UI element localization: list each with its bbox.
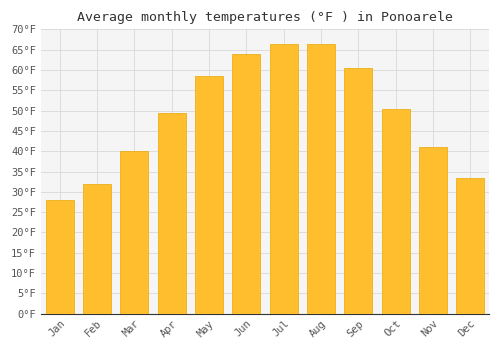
Bar: [120, 151, 148, 314]
Title: Average monthly temperatures (°F ) in Ponoarele: Average monthly temperatures (°F ) in Po…: [77, 11, 453, 24]
Bar: [419, 147, 447, 314]
Bar: [46, 200, 74, 314]
Bar: [195, 76, 223, 314]
Bar: [83, 184, 111, 314]
Bar: [270, 44, 297, 314]
Bar: [382, 108, 409, 314]
Bar: [232, 54, 260, 314]
Bar: [158, 113, 186, 314]
Bar: [344, 68, 372, 314]
Bar: [307, 44, 335, 314]
Bar: [456, 178, 484, 314]
